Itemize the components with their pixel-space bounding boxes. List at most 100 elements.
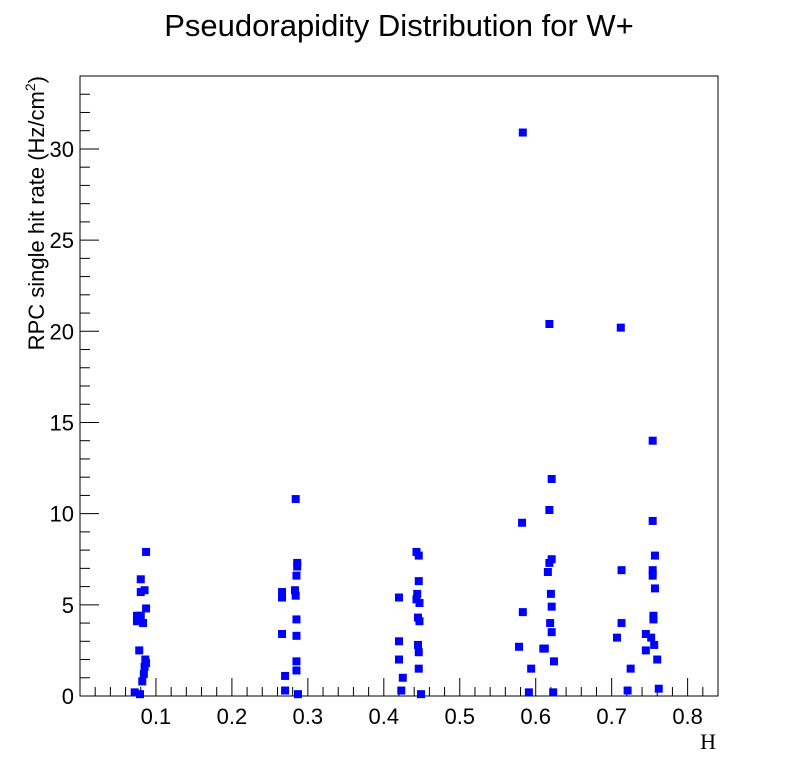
y-axis-ticks: 0 5 10 15 20 25 30 xyxy=(50,137,99,709)
data-point xyxy=(414,551,423,560)
data-point xyxy=(641,646,650,655)
y-tick-label: 10 xyxy=(50,502,74,527)
data-point xyxy=(518,518,527,527)
data-point xyxy=(515,642,524,651)
data-point xyxy=(414,648,423,657)
x-axis-title: H xyxy=(700,729,716,754)
data-point xyxy=(650,551,659,560)
data-point xyxy=(139,619,148,628)
data-point xyxy=(415,617,424,626)
data-point xyxy=(136,690,145,699)
data-point xyxy=(547,628,556,637)
data-point xyxy=(549,657,558,666)
data-point xyxy=(549,688,558,697)
x-tick-label: 0.3 xyxy=(293,704,324,729)
data-point xyxy=(292,631,301,640)
data-point xyxy=(547,602,556,611)
y-tick-label: 0 xyxy=(62,684,74,709)
data-point xyxy=(612,633,621,642)
data-point xyxy=(546,589,555,598)
data-point xyxy=(547,475,556,483)
data-point xyxy=(136,575,145,584)
minor-ticks xyxy=(80,93,704,696)
data-point xyxy=(518,608,527,617)
data-point xyxy=(142,547,151,556)
x-tick-label: 0.5 xyxy=(444,704,475,729)
data-point xyxy=(292,666,301,675)
data-point xyxy=(518,128,527,137)
data-point xyxy=(547,555,556,564)
x-tick-label: 0.4 xyxy=(369,704,400,729)
data-point xyxy=(543,568,552,576)
data-point xyxy=(623,686,632,695)
y-tick-label: 20 xyxy=(50,319,74,344)
data-point xyxy=(626,664,635,673)
data-point xyxy=(292,571,301,580)
data-point xyxy=(647,633,656,642)
y-axis-title: RPC single hit rate (Hz/cm2) xyxy=(22,76,49,350)
data-point xyxy=(415,599,424,607)
data-point xyxy=(142,659,151,668)
y-tick-label: 30 xyxy=(50,137,74,162)
data-point xyxy=(648,516,657,525)
data-point xyxy=(142,604,151,613)
x-tick-label: 0.6 xyxy=(520,704,551,729)
data-point xyxy=(398,673,407,682)
x-axis-ticks: 0.1 0.2 0.3 0.4 0.5 0.6 0.7 0.8 xyxy=(141,678,703,729)
data-point xyxy=(546,619,555,628)
data-point xyxy=(281,671,290,680)
data-point xyxy=(278,630,287,638)
y-tick-label: 5 xyxy=(62,593,74,618)
x-tick-label: 0.2 xyxy=(217,704,248,729)
data-point xyxy=(136,611,145,620)
data-point xyxy=(139,670,148,679)
y-axis-title-superscript: 2 xyxy=(22,83,38,91)
data-point xyxy=(395,637,403,646)
data-point xyxy=(545,506,554,514)
data-point xyxy=(654,684,663,693)
data-point xyxy=(545,320,554,328)
data-point xyxy=(135,646,144,655)
y-tick-label: 25 xyxy=(50,228,74,253)
data-point xyxy=(540,644,549,653)
data-point xyxy=(648,566,657,575)
data-point xyxy=(617,619,626,628)
data-point xyxy=(138,677,147,686)
y-axis-title-end: ) xyxy=(24,76,49,83)
x-tick-label: 0.7 xyxy=(596,704,627,729)
data-point xyxy=(417,690,426,699)
data-point xyxy=(653,655,662,664)
data-point xyxy=(650,584,659,593)
data-point xyxy=(278,588,287,597)
data-point xyxy=(616,323,625,332)
x-tick-label: 0.1 xyxy=(141,704,172,729)
data-point xyxy=(278,593,287,602)
data-point xyxy=(413,589,422,598)
data-point xyxy=(414,664,423,673)
data-point xyxy=(292,615,301,624)
data-point xyxy=(414,577,423,586)
data-point xyxy=(292,657,301,666)
data-point xyxy=(130,688,139,697)
data-point xyxy=(648,571,657,580)
data-point xyxy=(293,690,302,699)
data-point xyxy=(527,664,536,673)
data-point xyxy=(281,686,290,695)
data-point xyxy=(650,640,659,649)
data-points xyxy=(130,128,663,699)
data-point xyxy=(649,615,658,624)
chart-title: Pseudorapidity Distribution for W+ xyxy=(164,8,634,43)
data-point xyxy=(395,593,403,602)
data-point xyxy=(293,562,302,571)
data-point xyxy=(413,640,422,649)
data-point xyxy=(397,686,406,695)
data-point xyxy=(395,655,403,664)
y-tick-label: 15 xyxy=(50,410,74,435)
data-point xyxy=(648,436,657,445)
y-axis-title-main: RPC single hit rate (Hz/cm xyxy=(24,91,49,350)
data-point xyxy=(290,586,299,595)
data-point xyxy=(524,688,533,697)
data-point xyxy=(140,586,149,595)
data-point xyxy=(641,630,650,638)
